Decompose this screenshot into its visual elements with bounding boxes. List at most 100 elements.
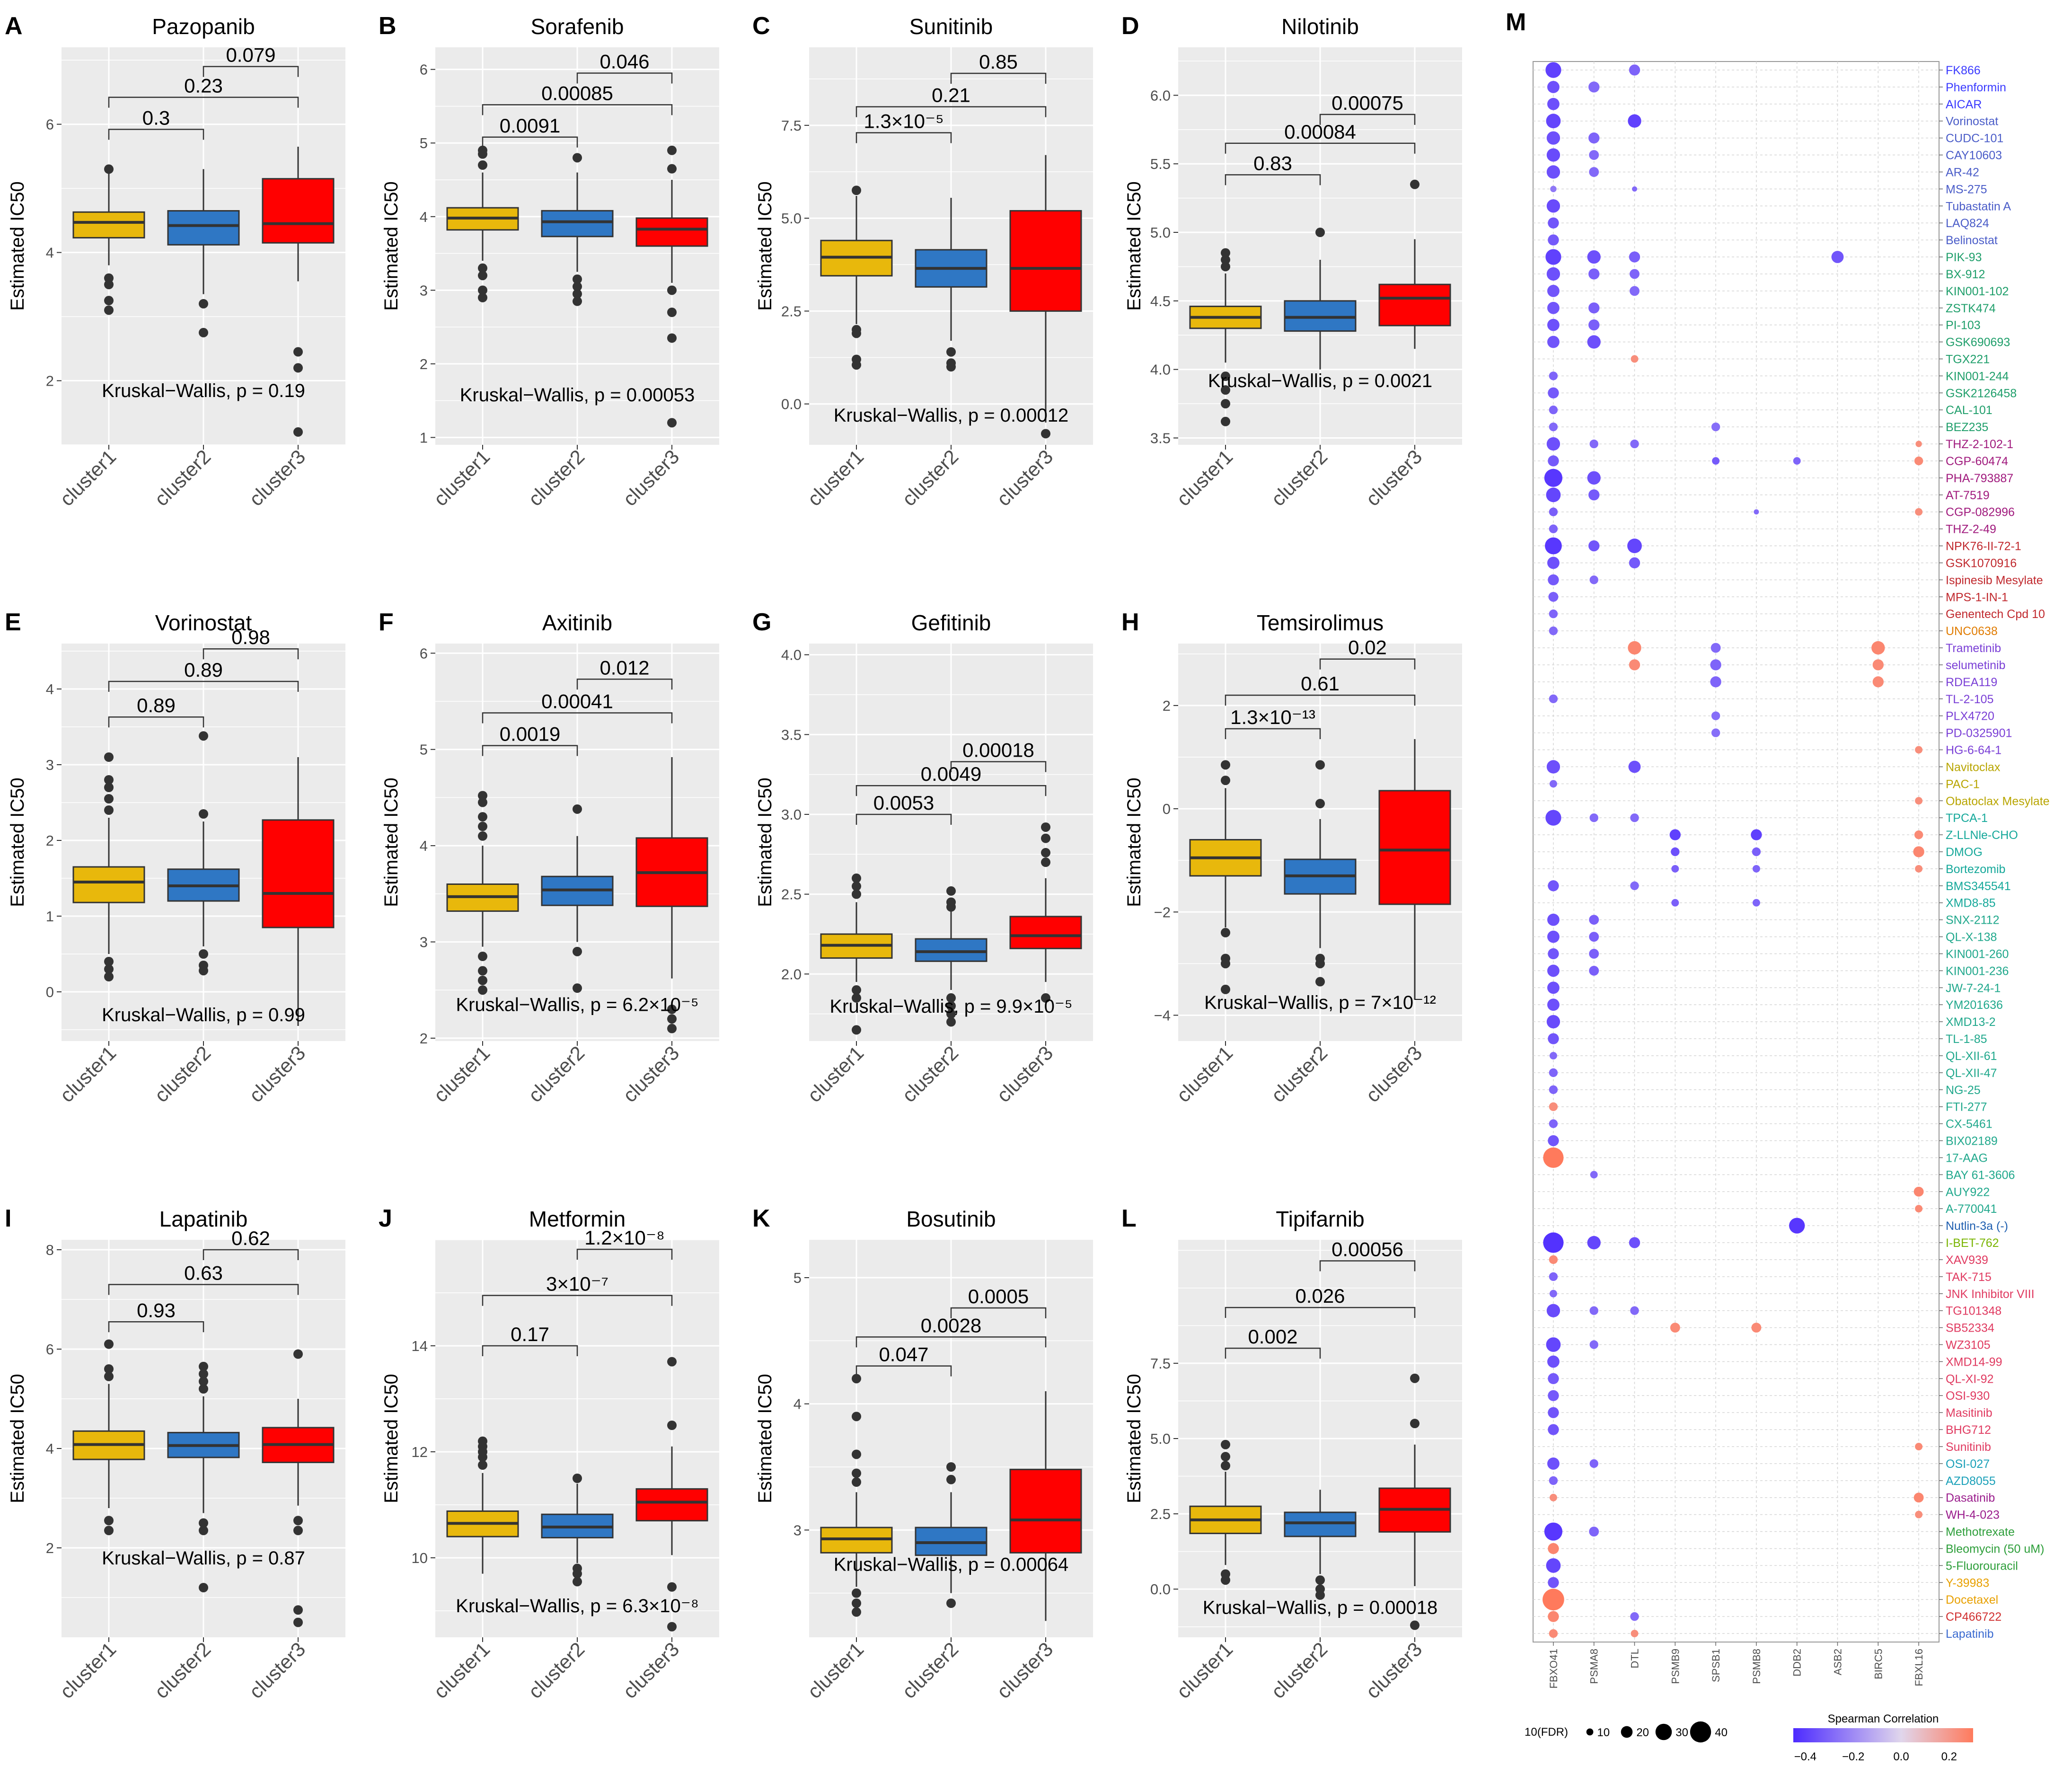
p-value-label: 0.0005 [968,1285,1029,1307]
correlation-dot [1589,439,1598,449]
y-tick-label: 2 [420,356,428,372]
correlation-dot [1548,1577,1559,1588]
box-cluster1 [446,145,519,302]
y-axis-label: Estimated IC50 [381,777,402,907]
drug-label: Masitinib [1946,1406,1993,1420]
kruskal-wallis-label: Kruskal−Wallis, p = 0.00064 [834,1554,1069,1575]
y-tick-label: 4 [794,1396,802,1413]
y-tick-label: 2 [46,832,54,849]
panel-title: Nilotinib [1281,14,1359,39]
outlier-point [293,1617,303,1627]
size-legend-dot [1586,1728,1594,1736]
drug-label: TAK-715 [1946,1271,1992,1284]
outlier-point [1221,416,1230,426]
comparison-bracket [108,680,299,692]
outlier-point [573,282,582,291]
correlation-dot [1752,899,1760,907]
outlier-point [946,993,956,1003]
correlation-dot [1630,1306,1639,1315]
correlation-dot [1754,509,1759,515]
drug-label: TGX221 [1946,353,1990,366]
correlation-dot [1915,797,1923,805]
color-legend-bar [1793,1728,1973,1742]
correlation-dot [1545,537,1562,555]
box-cluster3 [635,757,708,1033]
p-value-label: 0.046 [600,50,649,72]
correlation-dot [1548,1424,1559,1435]
outlier-point [199,1583,208,1592]
panel-letter: B [379,12,397,40]
drug-label: CGP-082996 [1946,506,2015,519]
y-tick-label: 14 [412,1338,428,1354]
drug-label: BIX02189 [1946,1135,1998,1148]
correlation-dot [1751,829,1762,840]
drug-label: QL-X-138 [1946,931,1997,944]
correlation-dot [1545,62,1561,78]
p-value-label: 0.89 [184,659,223,681]
panel-title: Lapatinib [159,1207,248,1231]
correlation-dot [1789,1218,1805,1234]
drug-label: TL-2-105 [1946,693,1993,706]
drug-label: CAY10603 [1946,149,2002,162]
drug-label: JNK Inhibitor VIII [1946,1288,2035,1301]
correlation-dot [1547,981,1560,994]
y-axis-label: Estimated IC50 [7,777,28,907]
p-value-label: 0.21 [932,84,970,106]
outlier-point [104,1339,114,1349]
y-tick-label: 5.0 [781,210,802,227]
panel-h: H Temsirolimus −4 −2 0 2 Estimated IC50 1.3×10⁻… [1121,609,1462,1106]
correlation-dot [1588,489,1600,501]
outlier-point [667,164,677,174]
outlier-point [852,873,861,883]
correlation-dot [1549,1476,1558,1485]
y-axis-label: Estimated IC50 [755,181,776,310]
panel-m: M FK866 Phenformin AICAR Vorinostat CUDC-101 C… [1506,9,2050,1763]
panel-j: J Metformin 10 12 14 Estimated IC50 0.17 3×10⁻⁷… [379,1205,719,1703]
drug-label: 5-Fluorouracil [1946,1559,2018,1572]
y-tick-label: 12 [412,1444,428,1460]
x-tick-label: cluster2 [898,445,962,510]
y-axis-label: Estimated IC50 [755,777,776,907]
outlier-point [104,280,114,290]
p-value-label: 0.00018 [962,739,1034,761]
drug-label: AT-7519 [1946,489,1990,502]
outlier-point [293,1516,303,1526]
outlier-point [852,328,861,338]
outlier-point [946,1001,956,1011]
outlier-point [1221,760,1230,770]
box-cluster2 [915,1462,988,1608]
p-value-label: 0.0053 [873,792,934,814]
p-value-label: 0.026 [1295,1285,1345,1307]
panel-title: Metformin [529,1207,626,1231]
outlier-point [1221,371,1230,381]
color-legend-title: Spearman Correlation [1828,1713,1939,1725]
box-cluster3 [635,1357,708,1632]
comparison-bracket [1225,174,1321,185]
panel-title: Pazopanib [152,14,255,39]
panel-letter: D [1121,12,1139,40]
outlier-point [852,993,861,1003]
outlier-point [1315,959,1325,969]
correlation-dot [1549,626,1558,636]
box-cluster2 [915,886,988,1027]
drug-label: THZ-2-102-1 [1946,438,2013,451]
gene-label: DDB2 [1791,1649,1803,1677]
drug-label: 17-AAG [1946,1151,1988,1165]
correlation-dot [1549,422,1558,432]
outlier-point [104,775,114,785]
correlation-dot [1547,556,1560,569]
correlation-dot [1590,1171,1598,1179]
box-cluster2 [541,1474,614,1587]
y-tick-label: 2 [1163,698,1171,714]
correlation-dot [1549,1493,1557,1501]
outlier-point [667,1004,677,1014]
box-cluster1 [446,1436,519,1574]
outlier-point [199,1361,208,1371]
x-tick-label: cluster3 [618,1638,683,1703]
drug-label: PHA-793887 [1946,472,2013,485]
correlation-dot [1632,186,1637,192]
x-tick-label: cluster3 [618,1042,683,1106]
box-cluster3 [1009,155,1082,439]
outlier-point [946,897,956,907]
drug-label: BEZ235 [1946,421,1988,434]
